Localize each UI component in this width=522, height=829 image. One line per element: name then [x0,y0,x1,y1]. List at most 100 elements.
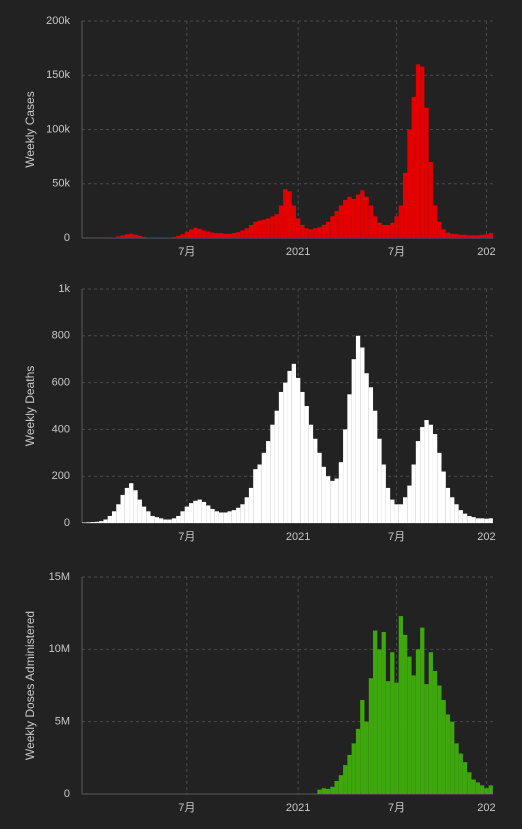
bar [432,671,438,794]
bar [488,233,493,238]
bar [300,391,305,523]
bar [325,476,331,523]
bar [420,427,425,523]
bar [343,429,348,523]
bar [184,232,189,238]
x-tick-label: 7月 [178,802,195,814]
bar [313,438,318,523]
bar [385,681,391,794]
bar [377,649,382,794]
bar [103,519,108,523]
bar [445,232,451,238]
bar [360,699,365,794]
bar [124,487,130,523]
bar [484,788,489,794]
bar [334,478,339,523]
bar [420,627,425,794]
bar [116,504,121,523]
bar [90,522,95,523]
bar [351,198,356,238]
bar [129,483,134,523]
bar [343,200,348,238]
bar [398,616,403,794]
bar [373,630,378,794]
bar [317,227,322,238]
bar [484,518,489,523]
bar [240,230,245,238]
bar [338,462,344,523]
bar [368,387,374,523]
x-tick-label: 202 [477,802,495,814]
bar [321,466,326,523]
bar [159,518,164,523]
bar [236,232,241,238]
bar [368,205,374,238]
bar [313,228,318,238]
bar [424,420,429,523]
bar [407,656,412,794]
bar [304,228,309,238]
bar [338,205,344,238]
bar [231,233,237,238]
y-tick-label: 400 [52,423,70,435]
bar [120,494,125,523]
bar [146,237,151,238]
bar [107,515,112,523]
bar [214,233,219,238]
x-tick-label: 202 [477,246,495,258]
bar [360,347,365,523]
y-tick-label: 200k [46,15,70,27]
bar [223,512,228,523]
bar [240,504,245,523]
bar [454,234,459,238]
bar [398,504,403,523]
bar [364,721,369,794]
bar [441,471,446,523]
bar [330,786,335,794]
bar [197,228,202,238]
bar [368,678,374,794]
bar [398,205,403,238]
bar [236,507,241,523]
bar [424,684,429,794]
y-axis-label: Weekly Doses Administered [23,611,37,760]
bar [270,424,275,523]
bar [432,434,438,523]
bar [411,464,416,523]
bar [407,485,412,523]
bar [458,234,463,238]
bar [475,518,481,523]
bar [390,652,395,794]
bar [150,515,155,523]
y-tick-label: 0 [64,788,70,800]
bar [381,464,386,523]
bar [291,205,296,238]
bar [193,500,198,523]
bar [445,714,451,794]
bar [137,499,142,523]
y-tick-label: 50k [52,178,70,190]
bar [321,224,326,238]
bar [467,235,472,238]
bar [274,410,279,523]
bar [437,452,442,523]
bar [137,235,142,238]
bar [274,214,279,238]
bar [291,363,296,523]
bar [201,501,207,523]
bar [317,452,322,523]
bar [334,780,339,794]
bar [377,222,382,238]
bar [373,216,378,238]
bar [390,499,395,523]
bar [488,785,493,794]
bar [308,424,314,523]
bar [428,424,433,523]
bar [129,233,134,238]
bar [197,499,202,523]
bar [167,237,172,238]
x-tick-label: 7月 [178,246,195,258]
bar [296,377,301,523]
bar [467,772,472,794]
bar [133,234,138,238]
